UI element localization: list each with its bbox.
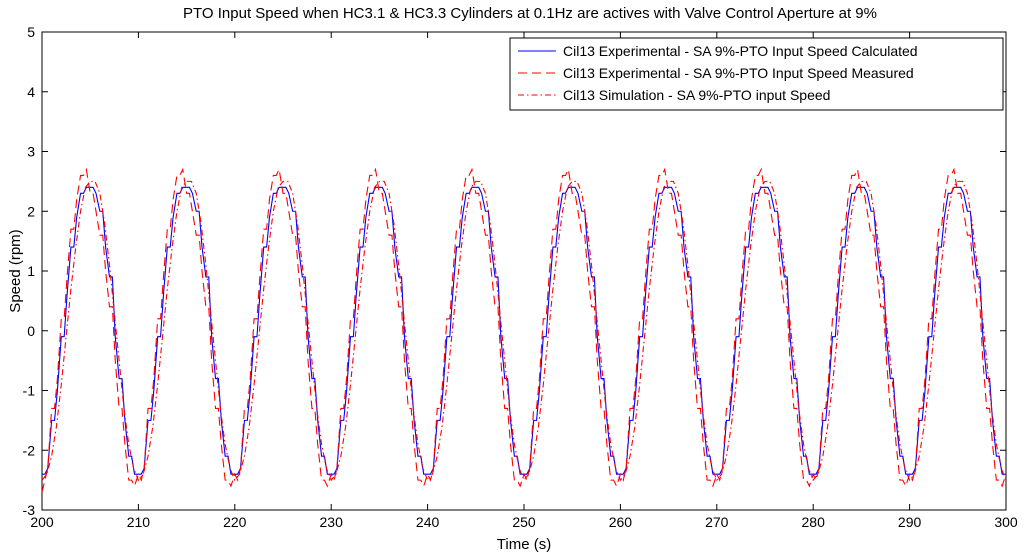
chart-title: PTO Input Speed when HC3.1 & HC3.3 Cylin…	[183, 5, 877, 22]
x-tick-label: 240	[416, 514, 440, 530]
y-tick-label: 2	[27, 203, 35, 219]
y-tick-label: 5	[27, 24, 35, 40]
x-tick-label: 210	[127, 514, 151, 530]
x-tick-label: 250	[512, 514, 536, 530]
x-tick-label: 300	[994, 514, 1018, 530]
legend-label: Cil13 Simulation - SA 9%-PTO input Speed	[563, 87, 830, 103]
x-tick-label: 260	[609, 514, 633, 530]
y-tick-label: -1	[23, 383, 36, 399]
y-tick-label: -2	[23, 442, 36, 458]
y-axis-label: Speed (rpm)	[7, 229, 24, 312]
tick-labels: 200 210 220 230 240 250 260 270 280 290 300 -3 -2 -1 0…	[23, 24, 1018, 530]
y-tick-label: 1	[27, 263, 35, 279]
legend-box	[509, 37, 1004, 111]
axis-ticks	[41, 31, 1007, 511]
x-axis-label: Time (s)	[497, 536, 551, 553]
x-tick-label: 270	[705, 514, 729, 530]
plot-area	[41, 31, 1007, 511]
series-layer	[41, 167, 1007, 493]
y-tick-label: 0	[27, 323, 35, 339]
y-tick-label: 3	[27, 144, 35, 160]
x-tick-label: 290	[898, 514, 922, 530]
y-tick-label: 4	[27, 84, 35, 100]
x-tick-label: 280	[802, 514, 826, 530]
x-tick-label: 220	[223, 514, 247, 530]
series-line-2	[41, 167, 1007, 493]
legend-label: Cil13 Experimental - SA 9%-PTO Input Spe…	[563, 43, 918, 59]
y-tick-label: -3	[23, 502, 36, 518]
x-tick-label: 200	[30, 514, 54, 530]
legend: Cil13 Experimental - SA 9%-PTO Input Spe…	[509, 37, 1004, 111]
x-tick-label: 230	[320, 514, 344, 530]
legend-label: Cil13 Experimental - SA 9%-PTO Input Spe…	[563, 65, 914, 81]
